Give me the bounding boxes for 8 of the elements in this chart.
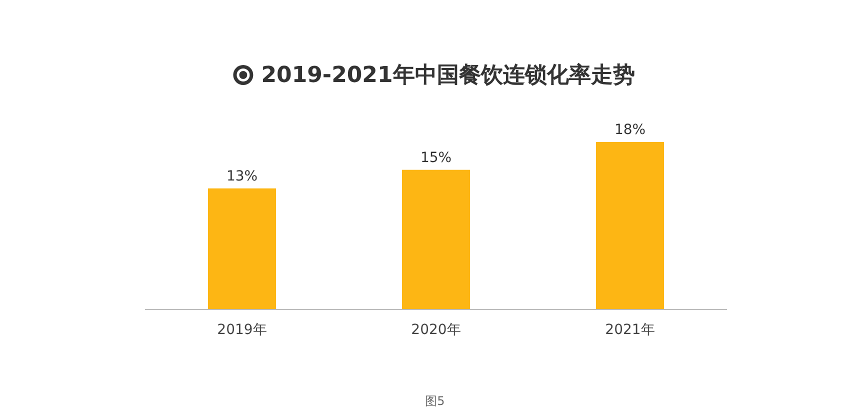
chart-title: 2019-2021年中国餐饮连锁化率走势 xyxy=(261,62,635,88)
data-label: 13% xyxy=(226,168,258,184)
data-label: 18% xyxy=(614,122,646,138)
data-label: 15% xyxy=(420,150,452,166)
x-tick-label: 2021年 xyxy=(605,322,655,338)
caption: 图5 xyxy=(425,394,445,408)
x-tick-label: 2019年 xyxy=(217,322,267,338)
x-tick-label: 2020年 xyxy=(411,322,461,338)
